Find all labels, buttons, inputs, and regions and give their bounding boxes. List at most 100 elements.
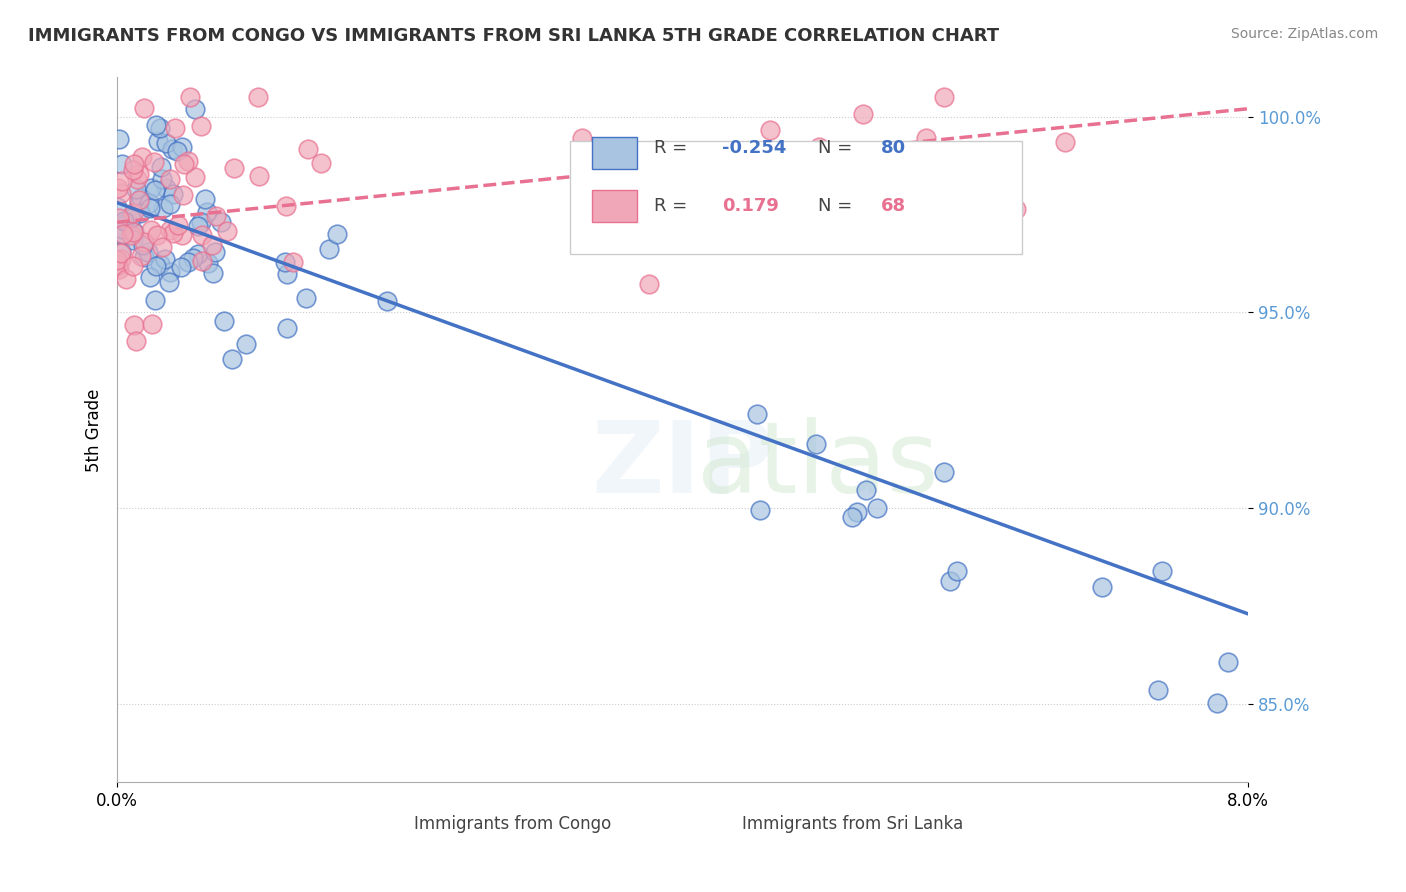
- Point: [143, 293, 166, 307]
- Point: [110, 245, 132, 260]
- Point: [143, 155, 166, 169]
- Point: [122, 259, 145, 273]
- Point: [938, 574, 960, 589]
- Point: [914, 131, 936, 145]
- Point: [122, 225, 145, 239]
- Point: [159, 265, 181, 279]
- Point: [852, 107, 875, 121]
- Point: [169, 260, 191, 274]
- Point: [141, 318, 163, 332]
- Text: 80: 80: [880, 139, 905, 157]
- Point: [146, 134, 169, 148]
- Point: [187, 219, 209, 233]
- FancyBboxPatch shape: [569, 141, 1022, 253]
- Point: [107, 258, 129, 272]
- Point: [204, 244, 226, 259]
- Point: [179, 90, 201, 104]
- Point: [134, 102, 156, 116]
- Point: [114, 272, 136, 286]
- Text: N =: N =: [818, 197, 858, 215]
- Point: [190, 215, 212, 229]
- Point: [139, 269, 162, 284]
- Point: [318, 242, 340, 256]
- Point: [149, 121, 172, 136]
- Point: [804, 437, 827, 451]
- Point: [283, 255, 305, 269]
- Point: [127, 171, 149, 186]
- Point: [131, 150, 153, 164]
- Point: [276, 320, 298, 334]
- Point: [247, 169, 270, 184]
- Point: [128, 195, 150, 210]
- Point: [187, 246, 209, 260]
- Point: [128, 193, 150, 207]
- Point: [273, 254, 295, 268]
- Point: [1147, 682, 1170, 697]
- Point: [112, 227, 135, 241]
- Point: [184, 170, 207, 185]
- Text: Source: ZipAtlas.com: Source: ZipAtlas.com: [1230, 27, 1378, 41]
- Point: [190, 119, 212, 133]
- Point: [612, 139, 634, 153]
- FancyBboxPatch shape: [711, 814, 756, 835]
- Point: [201, 266, 224, 280]
- Point: [170, 227, 193, 242]
- Point: [146, 227, 169, 242]
- Point: [173, 157, 195, 171]
- Point: [131, 249, 153, 263]
- Point: [108, 211, 131, 225]
- Point: [145, 259, 167, 273]
- Text: R =: R =: [654, 197, 693, 215]
- Point: [195, 205, 218, 219]
- Point: [749, 503, 772, 517]
- Point: [221, 351, 243, 366]
- Point: [616, 187, 638, 202]
- Point: [108, 261, 131, 276]
- Text: 68: 68: [880, 197, 905, 215]
- Point: [159, 197, 181, 211]
- Point: [110, 252, 132, 267]
- Point: [201, 238, 224, 252]
- Point: [295, 291, 318, 305]
- Point: [309, 155, 332, 169]
- Point: [117, 215, 139, 229]
- Point: [946, 564, 969, 578]
- Point: [111, 174, 134, 188]
- Point: [110, 245, 132, 260]
- Point: [125, 181, 148, 195]
- Point: [152, 202, 174, 216]
- Point: [110, 186, 132, 200]
- Point: [132, 235, 155, 249]
- Point: [181, 251, 204, 265]
- Point: [129, 191, 152, 205]
- Point: [193, 192, 215, 206]
- Point: [866, 500, 889, 515]
- Point: [934, 465, 956, 479]
- Point: [112, 214, 135, 228]
- Point: [159, 171, 181, 186]
- Point: [846, 505, 869, 519]
- Point: [162, 226, 184, 240]
- Point: [149, 161, 172, 175]
- Point: [122, 156, 145, 170]
- Point: [204, 209, 226, 223]
- Point: [150, 172, 173, 186]
- Point: [111, 222, 134, 236]
- Point: [1152, 564, 1174, 578]
- Point: [143, 183, 166, 197]
- Text: 0.179: 0.179: [723, 197, 779, 215]
- FancyBboxPatch shape: [366, 814, 411, 835]
- Point: [759, 122, 782, 136]
- Point: [122, 226, 145, 240]
- Text: -0.254: -0.254: [723, 139, 786, 157]
- Point: [845, 188, 868, 202]
- Point: [571, 131, 593, 145]
- Point: [129, 206, 152, 220]
- Point: [149, 257, 172, 271]
- Point: [855, 483, 877, 497]
- Point: [1005, 202, 1028, 217]
- Point: [276, 267, 298, 281]
- Text: ZIP: ZIP: [591, 417, 775, 514]
- Point: [141, 223, 163, 237]
- Point: [235, 336, 257, 351]
